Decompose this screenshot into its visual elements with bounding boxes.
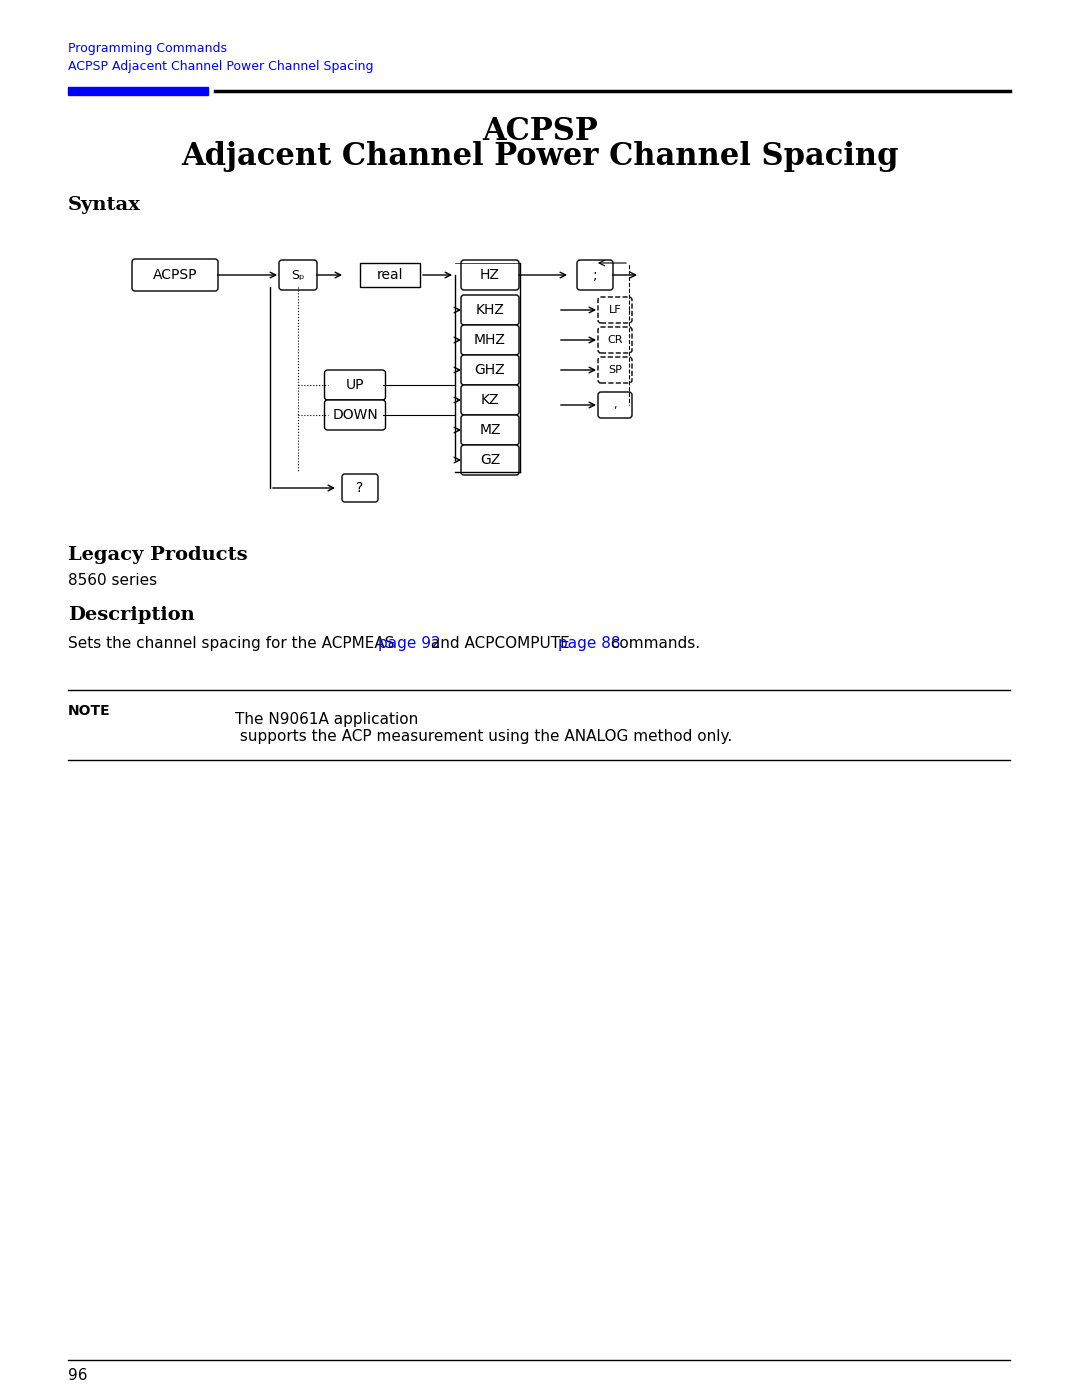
Text: UP: UP [346, 379, 364, 393]
Text: commands.: commands. [606, 636, 700, 651]
FancyBboxPatch shape [461, 326, 519, 355]
Text: ACPSP Adjacent Channel Power Channel Spacing: ACPSP Adjacent Channel Power Channel Spa… [68, 60, 374, 73]
Text: ;: ; [593, 268, 597, 282]
FancyBboxPatch shape [461, 260, 519, 291]
FancyBboxPatch shape [461, 386, 519, 415]
Text: 8560 series: 8560 series [68, 573, 157, 588]
Text: CR: CR [607, 335, 623, 345]
Text: MZ: MZ [480, 423, 501, 437]
Text: KHZ: KHZ [475, 303, 504, 317]
Text: MHZ: MHZ [474, 332, 505, 346]
Text: NOTE: NOTE [68, 704, 110, 718]
Text: real: real [377, 268, 403, 282]
FancyBboxPatch shape [324, 370, 386, 400]
FancyBboxPatch shape [461, 446, 519, 475]
Text: 96: 96 [68, 1368, 87, 1383]
Text: Legacy Products: Legacy Products [68, 546, 247, 564]
Text: Sₚ: Sₚ [292, 268, 305, 282]
Text: GHZ: GHZ [475, 363, 505, 377]
FancyBboxPatch shape [598, 298, 632, 323]
FancyBboxPatch shape [598, 393, 632, 418]
Text: DOWN: DOWN [333, 408, 378, 422]
Text: ACPSP: ACPSP [152, 268, 198, 282]
Text: SP: SP [608, 365, 622, 374]
Text: The N9061A application
 supports the ACP measurement using the ANALOG method onl: The N9061A application supports the ACP … [235, 712, 732, 745]
FancyBboxPatch shape [342, 474, 378, 502]
Text: GZ: GZ [480, 453, 500, 467]
Text: ACPSP: ACPSP [482, 116, 598, 147]
Text: Description: Description [68, 606, 194, 624]
Text: Programming Commands: Programming Commands [68, 42, 227, 54]
FancyBboxPatch shape [132, 258, 218, 291]
Bar [68, 87, 208, 95]
Text: Adjacent Channel Power Channel Spacing: Adjacent Channel Power Channel Spacing [181, 141, 899, 172]
Text: and ACPCOMPUTE: and ACPCOMPUTE [426, 636, 575, 651]
Text: page 88: page 88 [558, 636, 621, 651]
FancyBboxPatch shape [279, 260, 318, 291]
FancyBboxPatch shape [598, 358, 632, 383]
Text: page 92: page 92 [378, 636, 441, 651]
FancyBboxPatch shape [461, 415, 519, 446]
FancyBboxPatch shape [598, 327, 632, 353]
Text: KZ: KZ [481, 393, 499, 407]
Text: ?: ? [356, 481, 364, 495]
Text: LF: LF [609, 305, 621, 314]
Bar [360, 263, 420, 286]
Text: Sets the channel spacing for the ACPMEAS: Sets the channel spacing for the ACPMEAS [68, 636, 400, 651]
FancyBboxPatch shape [577, 260, 613, 291]
FancyBboxPatch shape [461, 295, 519, 326]
Text: ,: , [613, 400, 617, 409]
Text: HZ: HZ [481, 268, 500, 282]
FancyBboxPatch shape [324, 400, 386, 430]
Text: Syntax: Syntax [68, 196, 140, 214]
FancyBboxPatch shape [461, 355, 519, 386]
